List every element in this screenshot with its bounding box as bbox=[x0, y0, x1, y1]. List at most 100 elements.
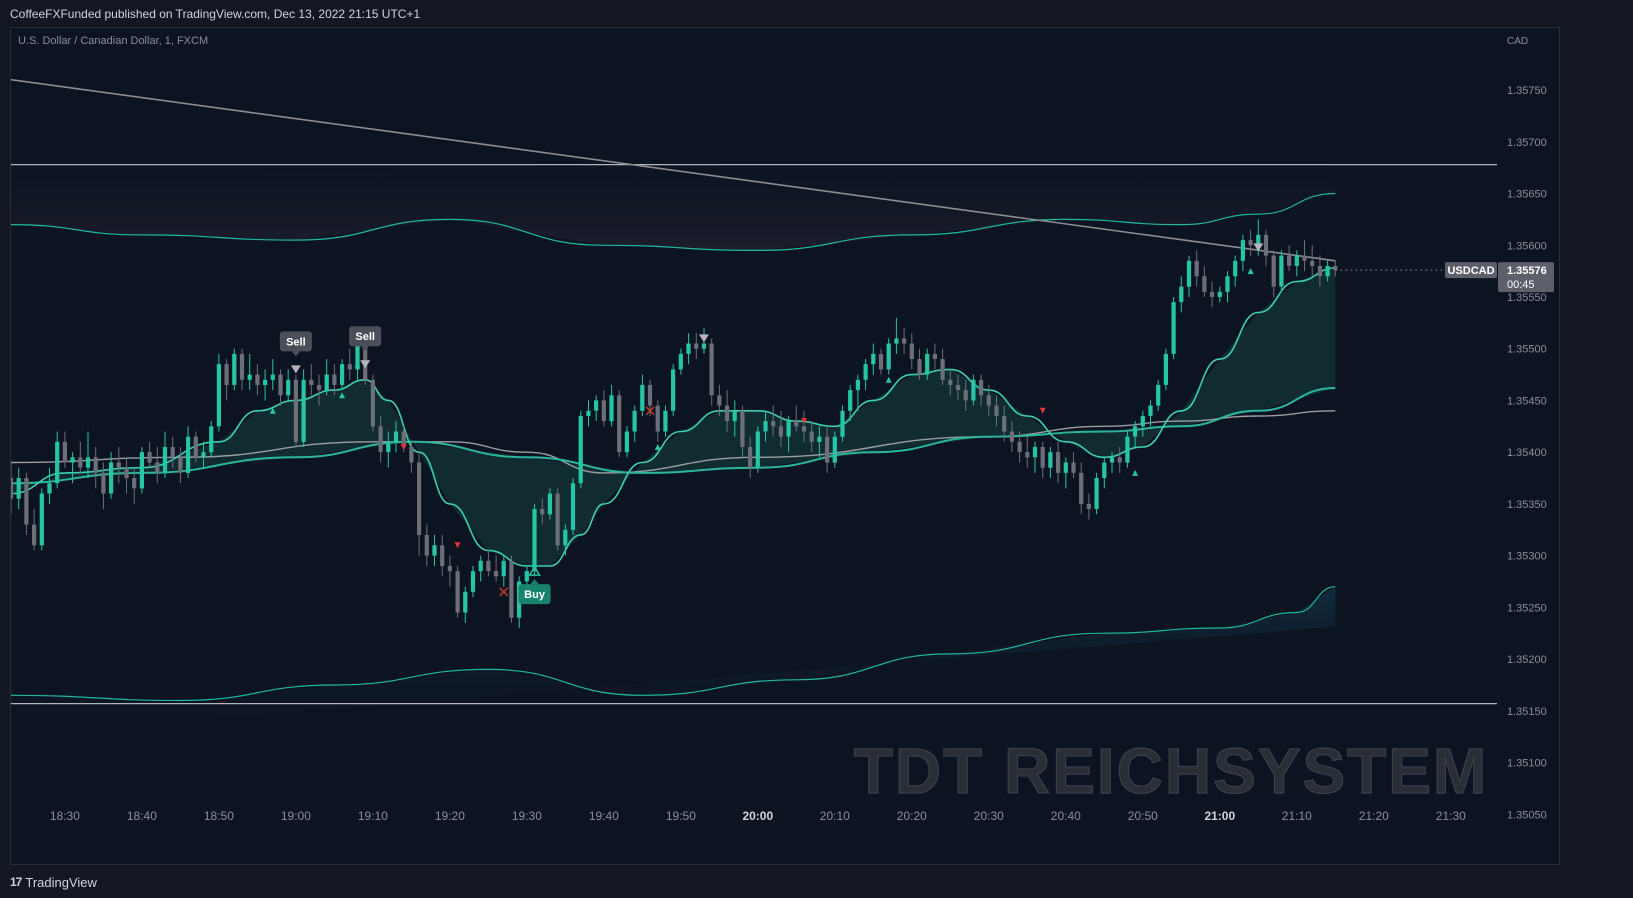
candle bbox=[740, 405, 745, 458]
candle-body bbox=[878, 353, 884, 370]
candle-body bbox=[355, 343, 360, 370]
lower-band-line bbox=[11, 586, 1336, 702]
candle-body bbox=[1156, 384, 1161, 406]
candle bbox=[1317, 255, 1322, 287]
candle-body bbox=[1125, 436, 1130, 463]
candle-body bbox=[709, 343, 714, 396]
tradingview-logo[interactable]: 17 TradingView bbox=[10, 874, 97, 890]
x-tick-label: 19:30 bbox=[512, 809, 542, 823]
candle bbox=[570, 478, 576, 535]
candle bbox=[32, 509, 37, 551]
y-tick-label: 1.35600 bbox=[1507, 240, 1547, 252]
candle-body bbox=[794, 421, 799, 427]
y-tick-label: 1.35550 bbox=[1507, 292, 1547, 304]
candle-body bbox=[948, 379, 953, 385]
candle bbox=[986, 384, 991, 416]
candle bbox=[1056, 441, 1061, 484]
sell-label-pointer bbox=[361, 346, 370, 352]
candle bbox=[971, 374, 976, 406]
candle bbox=[1325, 260, 1330, 282]
candle bbox=[1279, 250, 1284, 292]
candle-body bbox=[886, 343, 891, 370]
down-marker-icon bbox=[1039, 407, 1046, 414]
candle-body bbox=[132, 478, 137, 489]
candle bbox=[11, 462, 14, 515]
buy-arrow-icon bbox=[528, 565, 541, 576]
candle bbox=[101, 462, 106, 510]
candle-body bbox=[1071, 462, 1076, 473]
buy-label-bg bbox=[518, 584, 551, 605]
candle bbox=[1225, 271, 1230, 303]
candle-body bbox=[825, 436, 830, 463]
candle bbox=[709, 338, 714, 406]
candle bbox=[1025, 436, 1030, 468]
candle bbox=[62, 431, 67, 468]
candle bbox=[1294, 250, 1299, 277]
candle-body bbox=[1094, 478, 1099, 509]
x-tick-label: 18:30 bbox=[50, 809, 80, 823]
candle bbox=[455, 566, 460, 618]
candlestick-series bbox=[11, 219, 1338, 628]
candle bbox=[286, 369, 291, 401]
sell-arrow-icon bbox=[290, 365, 301, 374]
candle bbox=[694, 333, 699, 360]
candle bbox=[794, 405, 799, 432]
candle-body bbox=[486, 560, 491, 572]
candle-body bbox=[24, 478, 29, 525]
candle-body bbox=[863, 364, 868, 380]
candle bbox=[186, 426, 191, 478]
candle bbox=[871, 343, 876, 375]
candle bbox=[263, 369, 268, 401]
candle-body bbox=[1117, 457, 1122, 463]
candle bbox=[85, 431, 91, 478]
candle bbox=[147, 441, 152, 468]
sell-label-bg bbox=[279, 331, 312, 352]
candle bbox=[293, 374, 298, 447]
candle-body bbox=[640, 384, 645, 411]
candle-body bbox=[11, 478, 14, 499]
candle-body bbox=[309, 379, 314, 385]
candle-body bbox=[871, 353, 876, 365]
candle-body bbox=[1310, 260, 1315, 266]
x-tick-label: 21:20 bbox=[1359, 809, 1389, 823]
candle-body bbox=[255, 374, 260, 385]
candle bbox=[771, 405, 776, 437]
candle-body bbox=[1233, 260, 1238, 277]
candle-body bbox=[316, 384, 322, 391]
sell-arrow-icon bbox=[1253, 243, 1264, 252]
candle-body bbox=[340, 364, 345, 385]
candle-body bbox=[663, 410, 668, 432]
x-tick-label: 20:30 bbox=[974, 809, 1004, 823]
candle bbox=[609, 384, 614, 427]
candle bbox=[532, 503, 537, 577]
sell-label-pointer bbox=[291, 351, 300, 357]
candle bbox=[1179, 276, 1184, 313]
candle bbox=[132, 467, 137, 504]
candle-body bbox=[170, 447, 175, 458]
x-tick-label: 18:50 bbox=[204, 809, 234, 823]
candle-body bbox=[1186, 260, 1192, 287]
candle bbox=[432, 534, 437, 566]
candle bbox=[347, 348, 352, 380]
candle-body bbox=[463, 591, 468, 613]
candle bbox=[1133, 421, 1138, 447]
y-tick-label: 1.35100 bbox=[1507, 758, 1547, 770]
candle bbox=[1156, 379, 1161, 411]
candle-body bbox=[386, 441, 391, 453]
candle bbox=[925, 348, 930, 380]
candle bbox=[1287, 245, 1292, 272]
candle bbox=[955, 374, 961, 401]
tradingview-logo-icon: 17 bbox=[10, 875, 22, 889]
buy-label-text: Buy bbox=[524, 589, 546, 601]
chart-panel[interactable]: Sell Sell Buy TDT REICHSYSTEM 1.35750 1.357… bbox=[10, 27, 1560, 865]
candle-body bbox=[902, 338, 907, 344]
candle bbox=[1094, 472, 1099, 515]
candle bbox=[255, 364, 260, 396]
x-tick-label: 20:20 bbox=[897, 809, 927, 823]
candle-body bbox=[293, 379, 298, 442]
candle-body bbox=[624, 431, 629, 453]
candle bbox=[948, 369, 953, 396]
candle-body bbox=[1063, 462, 1068, 473]
up-marker-icon bbox=[269, 407, 276, 414]
